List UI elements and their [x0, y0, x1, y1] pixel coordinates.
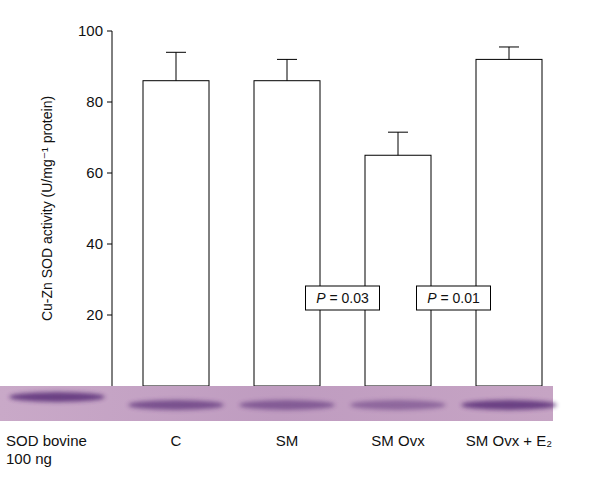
annotation-box	[417, 286, 491, 310]
y-axis	[112, 31, 113, 386]
annotation-box	[306, 286, 380, 310]
y-tick	[107, 31, 112, 32]
category-label: SM Ovx	[343, 432, 453, 450]
category-label: SM	[232, 432, 342, 450]
category-label: C	[121, 432, 231, 450]
gel-band	[350, 400, 446, 410]
y-tick-label: 40	[86, 235, 103, 252]
error-bar	[388, 132, 408, 155]
annotation: P = 0.03	[306, 286, 380, 310]
gel-band	[128, 400, 224, 410]
bar	[254, 81, 320, 386]
y-tick	[107, 102, 112, 103]
y-axis-label: Cu-Zn SOD activity (U/mg⁻¹ protein)	[39, 96, 55, 321]
bar	[143, 81, 209, 386]
error-bar	[166, 52, 186, 80]
figure: 20 40 60 80 100 Cu-Zn SOD activity (U/mg⁻¹ pr…	[0, 0, 600, 492]
chart: 20 40 60 80 100 Cu-Zn SOD activity (U/mg⁻¹ pr…	[0, 0, 600, 492]
y-tick	[107, 244, 112, 245]
gel-band	[239, 400, 335, 410]
gel-band	[461, 400, 557, 410]
gel-band	[9, 392, 105, 402]
error-bar	[499, 47, 519, 59]
error-bar	[277, 59, 297, 80]
category-label: SOD bovine 100 ng	[6, 432, 98, 468]
bar	[365, 155, 431, 386]
annotation-text: P = 0.03	[316, 290, 369, 306]
gel-image	[0, 386, 557, 421]
annotation: P = 0.01	[417, 286, 491, 310]
y-tick-label: 80	[86, 93, 103, 110]
category-label: SM Ovx + E₂	[454, 432, 564, 450]
bar	[476, 59, 542, 386]
y-tick-label: 60	[86, 164, 103, 181]
annotation-text: P = 0.01	[427, 290, 480, 306]
y-tick	[107, 315, 112, 316]
y-tick-label: 20	[86, 306, 103, 323]
y-tick-label: 100	[78, 22, 103, 39]
plot-area	[143, 47, 542, 386]
y-tick	[107, 173, 112, 174]
